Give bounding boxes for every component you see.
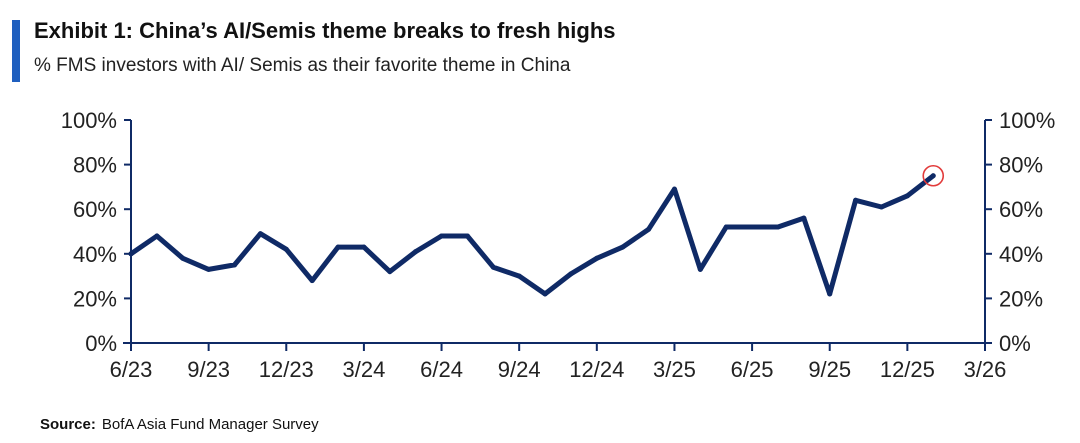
data-point	[723, 224, 729, 230]
data-point	[775, 224, 781, 230]
y-tick-label-left: 100%	[61, 108, 117, 133]
data-point	[671, 186, 677, 192]
x-tick-label: 3/24	[342, 357, 385, 382]
data-point	[904, 193, 910, 199]
x-tick-label: 6/24	[420, 357, 463, 382]
data-point	[749, 224, 755, 230]
data-point	[878, 204, 884, 210]
y-tick-label-right: 100%	[999, 108, 1055, 133]
data-point	[361, 244, 367, 250]
x-tick-label: 12/23	[259, 357, 314, 382]
data-point	[257, 231, 263, 237]
latest-point-highlight	[922, 164, 945, 187]
y-tick-label-left: 80%	[73, 153, 117, 178]
x-tick-label: 6/25	[731, 357, 774, 382]
y-tick-label-right: 60%	[999, 197, 1043, 222]
data-point	[853, 197, 859, 203]
data-point	[490, 264, 496, 270]
data-point	[283, 246, 289, 252]
data-point	[180, 255, 186, 261]
data-point	[387, 269, 393, 275]
data-point	[464, 233, 470, 239]
x-tick-label: 12/24	[569, 357, 624, 382]
data-point	[568, 271, 574, 277]
chart-subtitle: % FMS investors with AI/ Semis as their …	[34, 55, 571, 76]
data-point	[232, 262, 238, 268]
y-tick-label-left: 0%	[85, 331, 117, 356]
x-tick-label: 9/25	[808, 357, 851, 382]
data-point	[309, 278, 315, 284]
line-chart: 0% 0% 20% 20% 40% 40% 60% 60% 80% 80% 100% 100% 6/23…	[61, 108, 1056, 382]
x-tick-label: 9/24	[498, 357, 541, 382]
x-tick-label: 9/23	[187, 357, 230, 382]
title-accent-bar	[12, 20, 20, 82]
source-label: Source:	[40, 416, 96, 433]
data-point	[128, 251, 134, 257]
y-tick-label-left: 20%	[73, 286, 117, 311]
data-point	[827, 291, 833, 297]
chart-title: Exhibit 1: China’s AI/Semis theme breaks…	[34, 18, 616, 43]
data-point	[413, 249, 419, 255]
x-tick-label: 3/25	[653, 357, 696, 382]
x-tick-label: 12/25	[880, 357, 935, 382]
data-point	[335, 244, 341, 250]
y-tick-label-left: 60%	[73, 197, 117, 222]
data-point	[206, 266, 212, 272]
y-tick-label-right: 20%	[999, 286, 1043, 311]
data-point	[801, 215, 807, 221]
y-tick-label-right: 80%	[999, 153, 1043, 178]
y-tick-label-right: 40%	[999, 242, 1043, 267]
data-point	[542, 291, 548, 297]
x-tick-label: 6/23	[110, 357, 153, 382]
y-tick-label-right: 0%	[999, 331, 1031, 356]
source-note: Source: BofA Asia Fund Manager Survey	[40, 416, 319, 433]
data-point	[154, 233, 160, 239]
series-line	[128, 173, 936, 297]
x-tick-label: 3/26	[964, 357, 1007, 382]
source-text: BofA Asia Fund Manager Survey	[101, 416, 319, 433]
data-point	[930, 173, 936, 179]
y-tick-label-left: 40%	[73, 242, 117, 267]
data-point	[439, 233, 445, 239]
data-point	[594, 255, 600, 261]
data-point	[620, 244, 626, 250]
data-point	[516, 273, 522, 279]
data-point	[646, 226, 652, 232]
data-point	[697, 266, 703, 272]
